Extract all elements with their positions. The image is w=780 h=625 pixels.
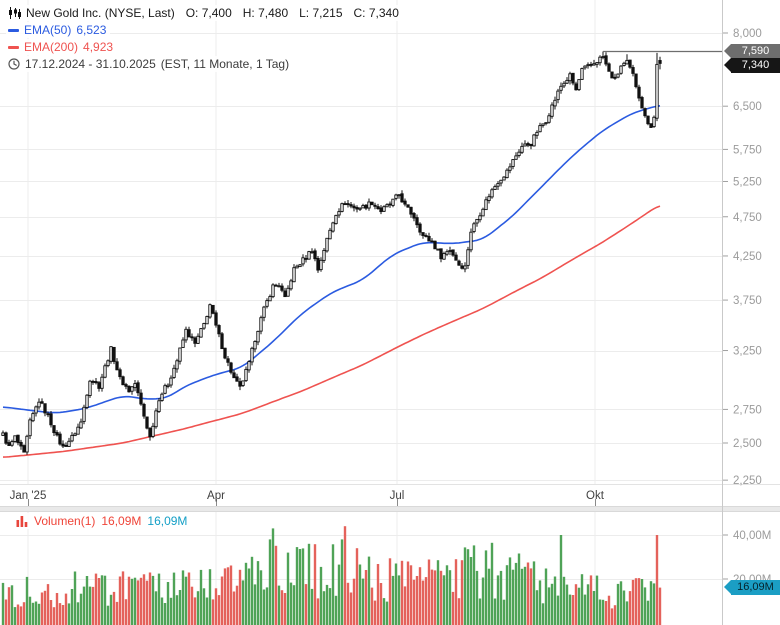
ema50-value: 6,523	[76, 23, 107, 37]
volume-bars-icon	[16, 515, 28, 527]
ema50-legend-row[interactable]: EMA(50) 6,523	[6, 22, 111, 38]
ema50-line	[2, 105, 661, 414]
ema200-legend-row[interactable]: EMA(200) 4,923	[6, 39, 118, 55]
date-range: 17.12.2024 - 31.10.2025	[25, 57, 156, 71]
svg-text:6,500: 6,500	[733, 101, 762, 113]
instrument-title: New Gold Inc. (NYSE, Last)	[26, 6, 175, 20]
ema50-line-swatch	[8, 28, 19, 32]
ema200-line-swatch	[8, 45, 19, 49]
last-price-badge: 7,340	[724, 58, 780, 73]
svg-text:40,00M: 40,00M	[733, 530, 771, 542]
high-value: H: 7,480	[242, 6, 289, 20]
close-value: C: 7,340	[353, 6, 399, 20]
svg-text:5,750: 5,750	[733, 144, 762, 156]
ema50-label: EMA(50)	[24, 23, 72, 37]
clock-icon	[8, 58, 20, 70]
date-range-meta: (EST, 11 Monate, 1 Tag)	[160, 57, 290, 71]
open-value: O: 7,400	[185, 6, 232, 20]
volume-value: 16,09M	[101, 514, 142, 528]
svg-text:Okt: Okt	[586, 490, 605, 502]
volume-axis-value: 16,09M	[147, 514, 188, 528]
ema200-label: EMA(200)	[24, 40, 79, 54]
chart-legend: New Gold Inc. (NYSE, Last) O: 7,400 H: 7…	[6, 5, 403, 73]
svg-text:2,500: 2,500	[733, 438, 762, 450]
high-line-price-badge: 7,590	[724, 44, 780, 59]
candlestick-icon	[9, 7, 21, 19]
svg-text:3,750: 3,750	[733, 295, 762, 307]
svg-text:Jul: Jul	[390, 490, 405, 502]
svg-text:Apr: Apr	[207, 490, 225, 502]
svg-text:4,750: 4,750	[733, 212, 762, 224]
low-value: L: 7,215	[299, 6, 343, 20]
volume-label: Volumen(1)	[34, 514, 96, 528]
volume-legend-row[interactable]: Volumen(1) 16,09M 16,09M	[13, 513, 193, 529]
axes: 8,000 6,500 5,750 5,250 4,750 4,250 3,750 3,250…	[10, 0, 771, 625]
instrument-legend-row: New Gold Inc. (NYSE, Last) O: 7,400 H: 7…	[6, 5, 403, 21]
svg-text:4,250: 4,250	[733, 251, 762, 263]
svg-text:2,250: 2,250	[733, 475, 762, 487]
gridlines	[0, 0, 722, 625]
ema200-line	[2, 205, 661, 458]
date-range-row[interactable]: 17.12.2024 - 31.10.2025 (EST, 11 Monate,…	[6, 56, 294, 72]
svg-text:Jan '25: Jan '25	[10, 490, 47, 502]
svg-text:8,000: 8,000	[733, 28, 762, 40]
svg-text:5,250: 5,250	[733, 177, 762, 189]
svg-text:2,750: 2,750	[733, 404, 762, 416]
ema200-value: 4,923	[83, 40, 114, 54]
svg-text:3,250: 3,250	[733, 346, 762, 358]
volume-bars	[1, 526, 662, 625]
axis-strip	[0, 484, 780, 512]
candlesticks	[1, 51, 662, 455]
last-volume-badge: 16,09M	[724, 580, 780, 595]
